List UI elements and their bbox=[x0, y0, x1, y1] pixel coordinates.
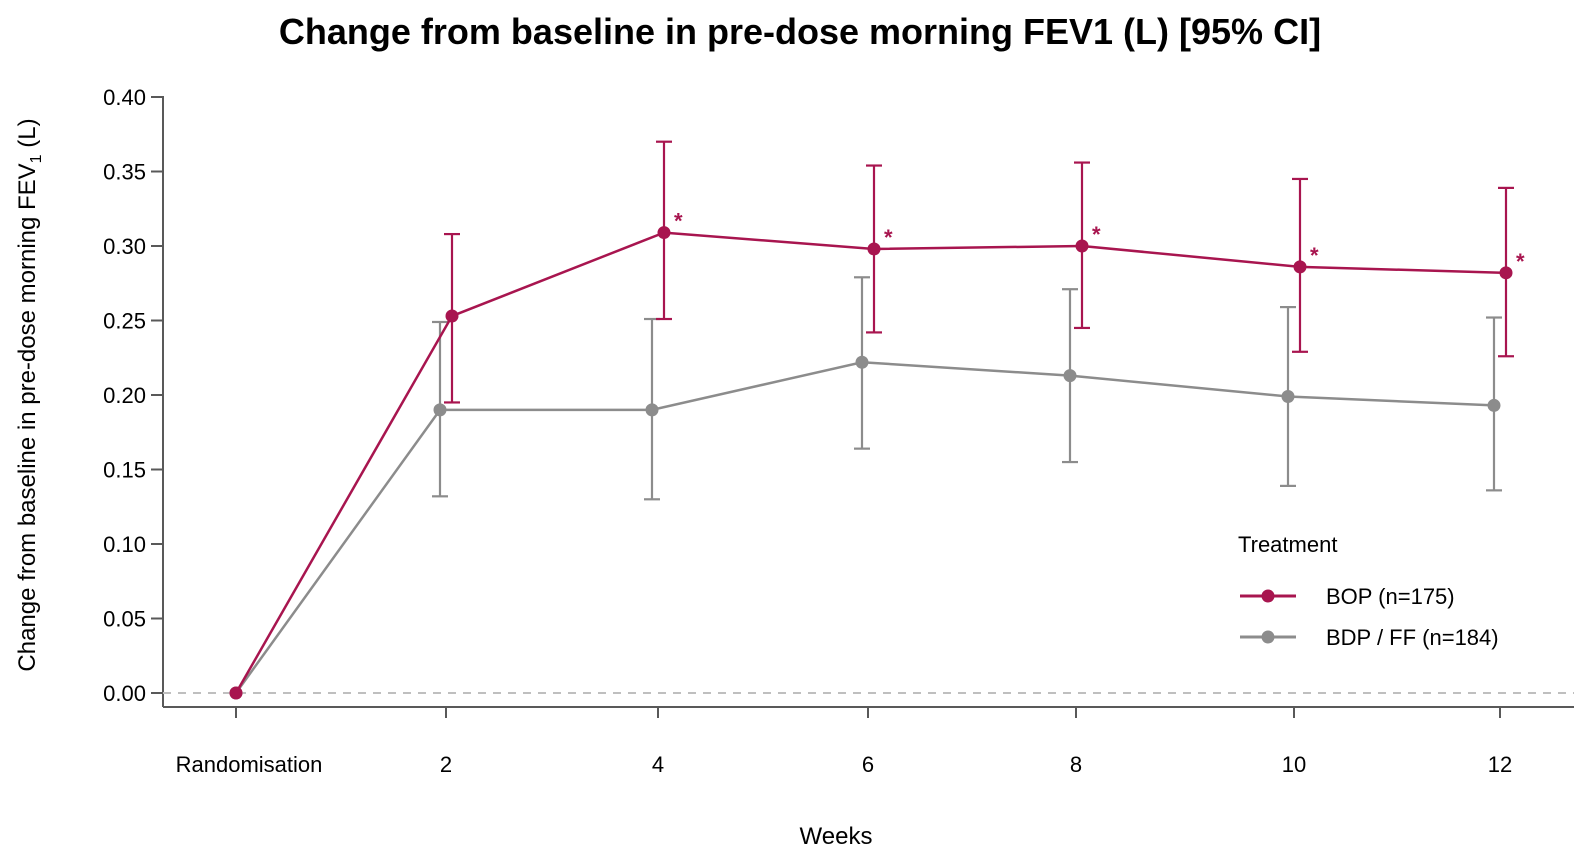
y-tick-label: 0.15 bbox=[103, 458, 146, 483]
data-point bbox=[1487, 398, 1501, 412]
data-point bbox=[657, 226, 671, 240]
data-point bbox=[645, 403, 659, 417]
y-axis-title-subscript: 1 bbox=[28, 154, 45, 163]
y-tick-label: 0.05 bbox=[103, 607, 146, 632]
legend-title: Treatment bbox=[1238, 532, 1337, 557]
significance-marker: * bbox=[674, 209, 683, 234]
chart-title: Change from baseline in pre-dose morning… bbox=[279, 11, 1321, 52]
data-point bbox=[433, 403, 447, 417]
legend-label-bdp-ff: BDP / FF (n=184) bbox=[1326, 625, 1499, 650]
y-tick-label: 0.35 bbox=[103, 160, 146, 185]
significance-marker: * bbox=[1092, 222, 1101, 247]
y-tick-label: 0.40 bbox=[103, 85, 146, 110]
legend-marker-bop bbox=[1261, 589, 1275, 603]
series-layer: * * * * * bbox=[229, 140, 1525, 700]
x-tick-label: 6 bbox=[862, 752, 874, 777]
data-point bbox=[229, 686, 243, 700]
x-axis-title: Weeks bbox=[800, 823, 873, 850]
series-group bbox=[229, 276, 1502, 700]
data-point bbox=[1075, 239, 1089, 253]
legend: Treatment BOP (n=175) BDP / FF (n=184) bbox=[1238, 532, 1499, 650]
significance-marker: * bbox=[1516, 249, 1525, 274]
data-point bbox=[1063, 369, 1077, 383]
data-point bbox=[1281, 389, 1295, 403]
data-point bbox=[1499, 266, 1513, 280]
series-line bbox=[234, 360, 1495, 694]
x-tick-label: 8 bbox=[1070, 752, 1082, 777]
series-group: * * * * * bbox=[229, 140, 1525, 700]
x-tick-label: Randomisation bbox=[176, 752, 323, 777]
series-line bbox=[234, 231, 1507, 694]
x-tick-label: 12 bbox=[1488, 752, 1512, 777]
y-axis-title-unit: (L) bbox=[14, 118, 41, 154]
significance-marker: * bbox=[884, 225, 893, 250]
data-point bbox=[445, 309, 459, 323]
x-tick-label: 2 bbox=[440, 752, 452, 777]
significance-marker: * bbox=[1310, 243, 1319, 268]
y-tick-label: 0.25 bbox=[103, 309, 146, 334]
axes-layer: 0.00 0.05 0.10 0.15 0.20 0.25 0.30 0.35 0.40 Rand… bbox=[103, 85, 1574, 777]
data-point bbox=[1293, 260, 1307, 274]
legend-marker-bdp-ff bbox=[1261, 630, 1275, 644]
y-axis-title-main: Change from baseline in pre-dose morning… bbox=[14, 163, 41, 671]
y-tick-label: 0.30 bbox=[103, 234, 146, 259]
y-tick-label: 0.10 bbox=[103, 532, 146, 557]
x-tick-label: 10 bbox=[1282, 752, 1306, 777]
y-tick-label: 0.00 bbox=[103, 681, 146, 706]
data-point bbox=[867, 242, 881, 256]
legend-label-bop: BOP (n=175) bbox=[1326, 584, 1455, 609]
y-axis-title: Change from baseline in pre-dose morning… bbox=[14, 118, 45, 671]
data-point bbox=[855, 355, 869, 369]
x-tick-label: 4 bbox=[652, 752, 664, 777]
y-tick-label: 0.20 bbox=[103, 383, 146, 408]
